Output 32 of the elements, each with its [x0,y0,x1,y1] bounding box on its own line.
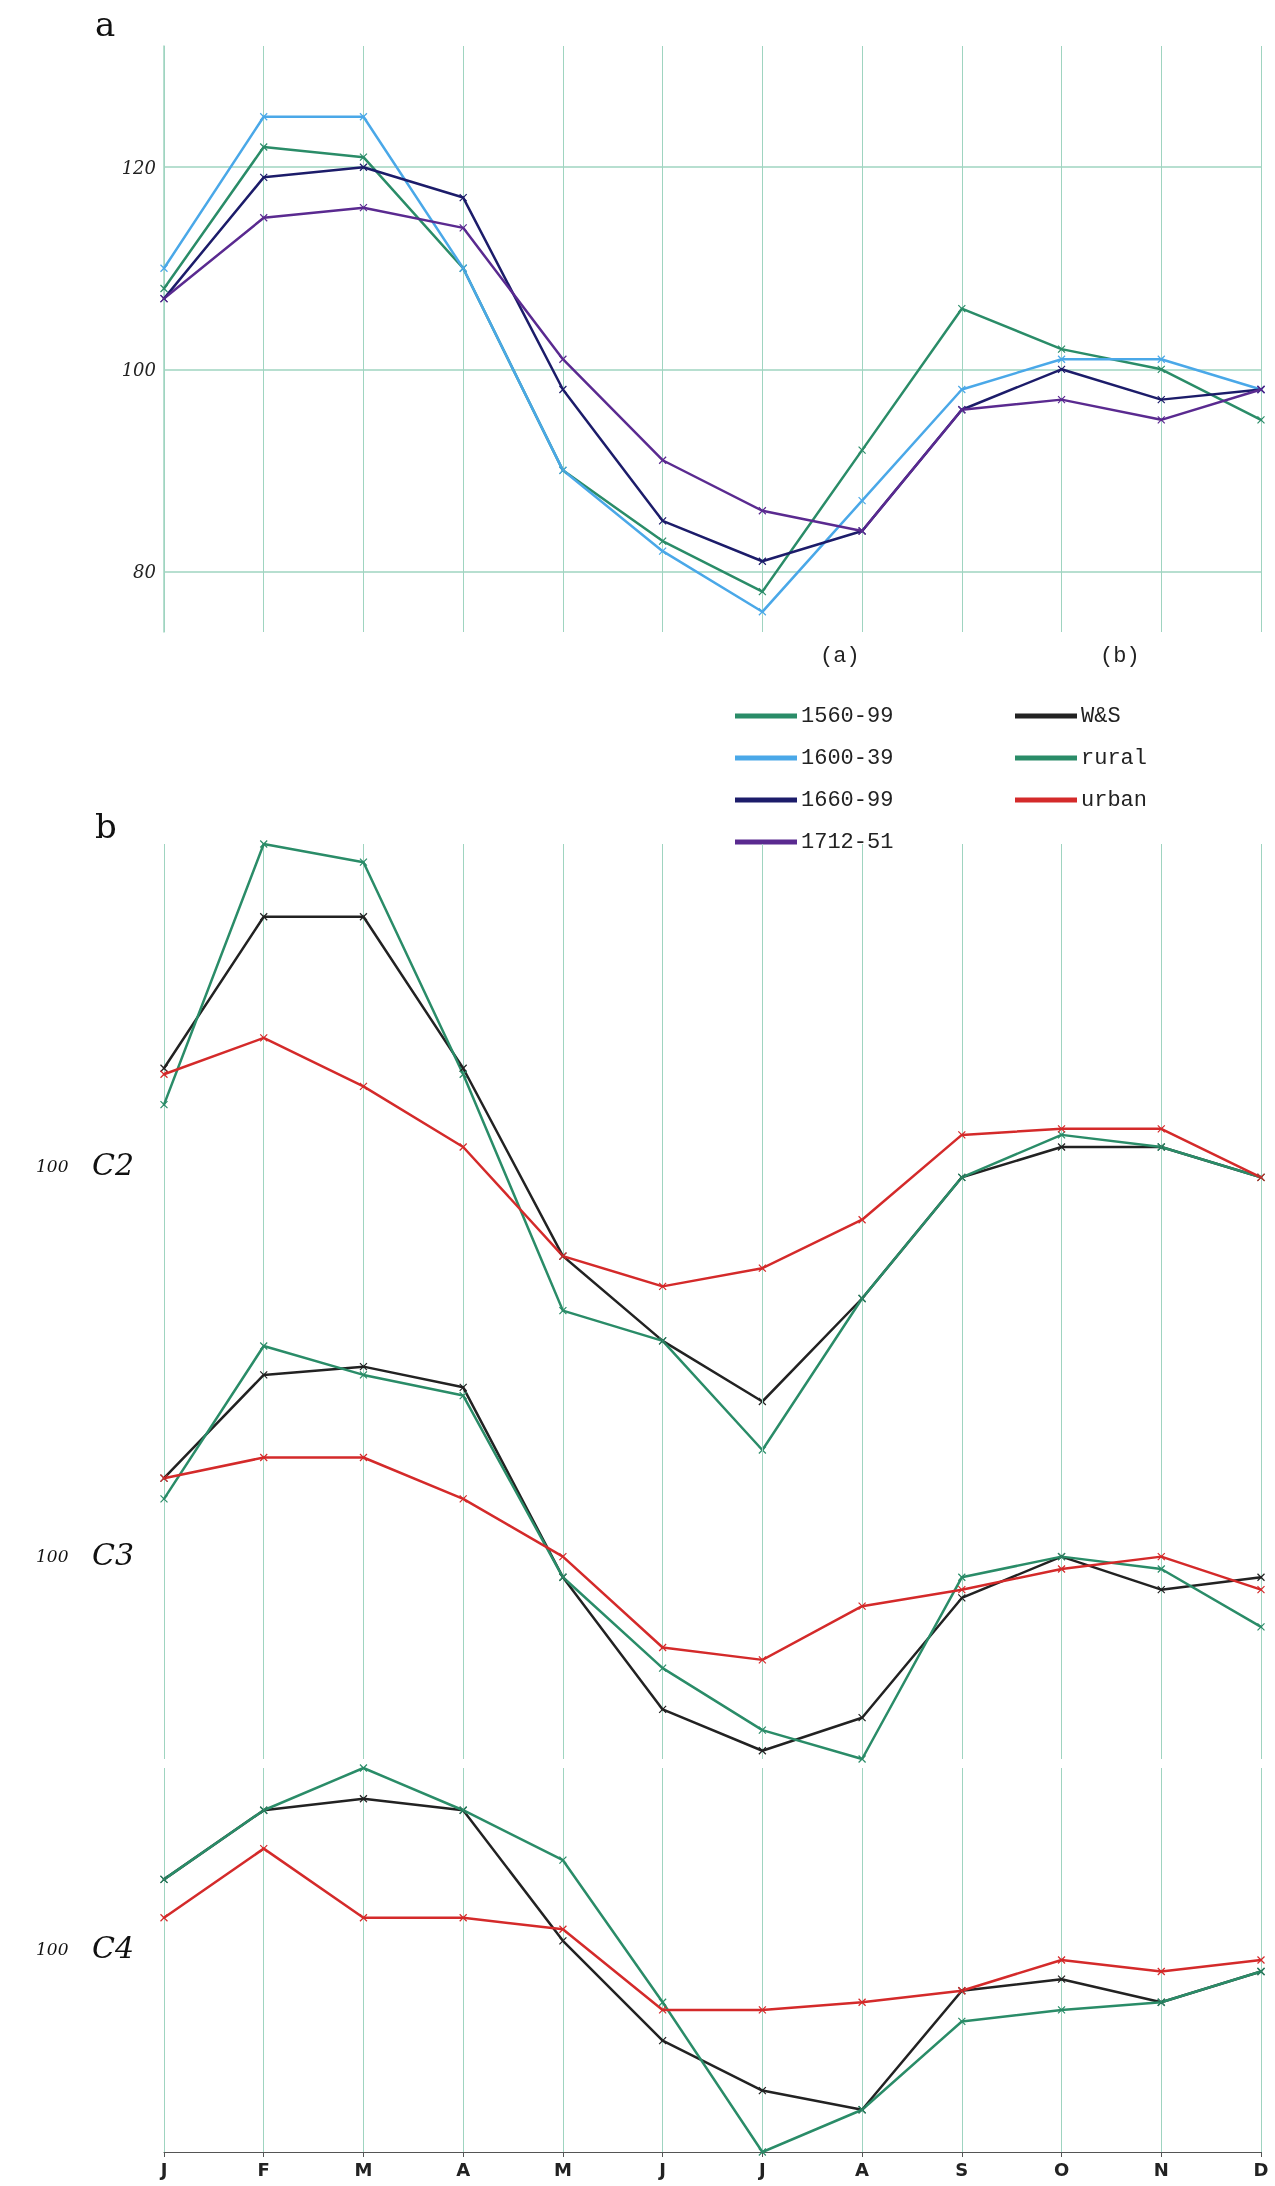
x-tick-label: N [1153,2158,1169,2180]
text: 100 [36,1938,69,1959]
text: C4 [92,1929,135,1965]
annotation: C2 [92,1146,135,1182]
legend-title: (b) [1100,643,1140,669]
y-tick-label: 120 [121,156,156,178]
legend-label: rural [1081,745,1148,771]
chart-title: a [95,4,116,44]
annotation: C3 [92,1536,135,1572]
y-tick-label: 100 [121,358,156,380]
text: 100 [36,1155,69,1176]
x-tick-label: M [354,2158,373,2180]
legend-label: 1600-39 [801,745,894,771]
x-tick-label: D [1253,2158,1269,2180]
legend-label: 1712-51 [801,829,894,855]
x-tick-label: F [257,2158,270,2180]
legend-label: W&S [1081,703,1121,729]
text: 100 [36,1545,69,1566]
x-tick-label: J [657,2158,666,2180]
legend-label: 1660-99 [801,787,894,813]
x-tick-label: J [158,2158,168,2180]
x-tick-label: O [1053,2158,1070,2180]
x-tick-label: A [855,2158,870,2180]
x-tick-label: J [757,2158,766,2180]
legend-title: (a) [820,643,860,669]
x-tick-label: M [553,2158,572,2180]
legend-label: urban [1081,787,1148,813]
legend-label: 1560-99 [801,703,894,729]
x-tick-label: S [955,2158,969,2180]
y-tick-label: 80 [133,560,156,582]
chart-title: b [95,806,117,846]
x-tick-label: A [456,2158,471,2180]
